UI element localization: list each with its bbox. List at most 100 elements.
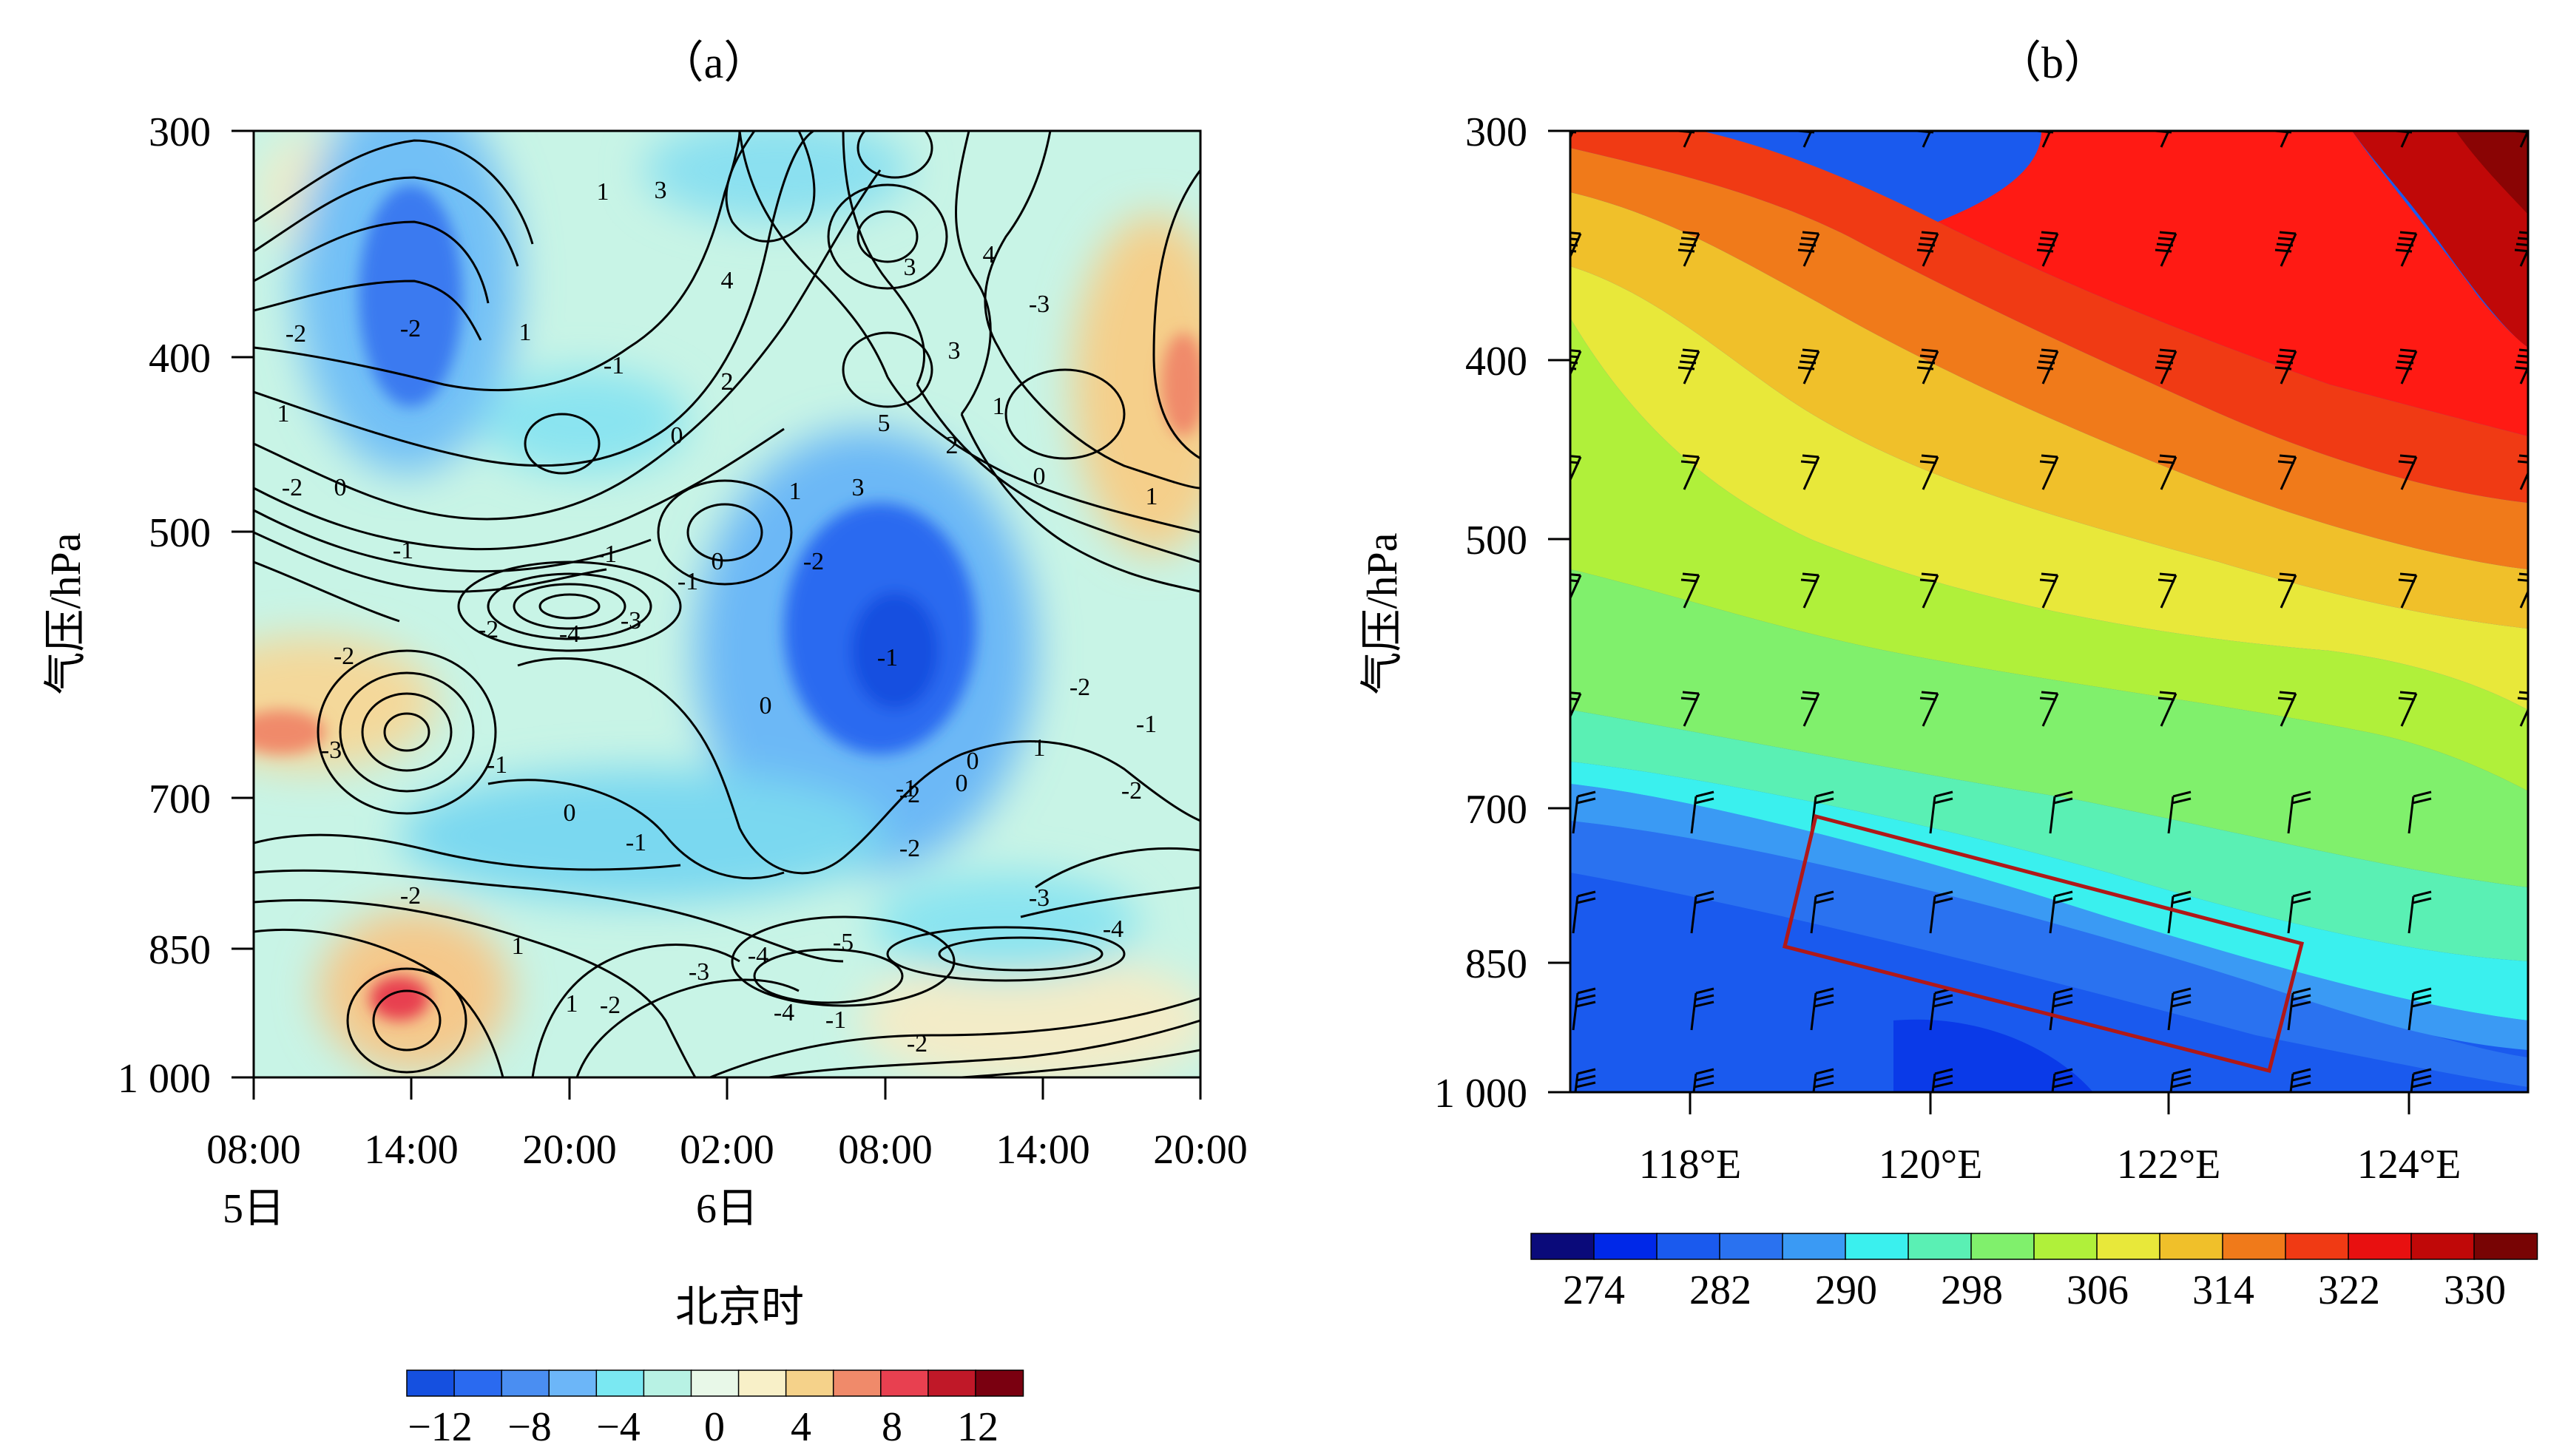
colorbar-swatches [1530, 1233, 2538, 1260]
wind-barb [2395, 348, 2418, 385]
x-tick-label: 08:00 [206, 1127, 301, 1173]
contour-label: 0 [760, 692, 772, 719]
panel-b-frame [1569, 129, 2530, 1094]
contour-label: 3 [904, 254, 916, 281]
wind-barb [1919, 572, 1939, 609]
colorbar-tick-label: 4 [791, 1404, 811, 1450]
cold-anomaly [399, 769, 888, 902]
wind-barb [2167, 790, 2192, 834]
contour-label: -1 [825, 1006, 846, 1034]
colorbar-swatch [2159, 1233, 2224, 1260]
contour-label: -3 [621, 607, 641, 634]
y-tick-label: 400 [1465, 339, 1527, 385]
contour-label: 1 [566, 990, 578, 1017]
panel-b-y-tick-labels: 300 400 500 700 850 1 000 [1434, 109, 1527, 1117]
wind-barb [2287, 987, 2311, 1031]
y-tick-label: 300 [149, 109, 211, 155]
contour-label: -2 [1070, 674, 1090, 701]
colorbar-tick-label: 322 [2318, 1267, 2380, 1313]
wind-barb [1916, 231, 1939, 267]
contour-label: -1 [626, 829, 646, 856]
contour-label: 1 [512, 932, 524, 960]
colorbar-tick-label: 274 [1563, 1267, 1625, 1313]
wind-barb [2039, 454, 2059, 490]
y-tick-label: 400 [149, 336, 211, 382]
wind-barb [1572, 987, 1596, 1031]
colorbar-swatch [1719, 1233, 1784, 1260]
colorbar-swatch [643, 1369, 692, 1397]
x-tick-label: 124°E [2357, 1142, 2461, 1188]
contour-label: 0 [967, 748, 979, 775]
contour-label: -2 [899, 781, 920, 808]
theta-band [1938, 131, 2528, 436]
colorbar-tick-label: 12 [957, 1404, 999, 1450]
wind-barb [1916, 348, 1939, 385]
panel-a-y-ticks [232, 129, 254, 1079]
contour-label: -2 [478, 616, 499, 643]
theta-band [1570, 710, 2528, 961]
panel-b-y-ticks [1548, 129, 1570, 1094]
wind-barb [1919, 691, 1939, 727]
wind-barb [1800, 691, 1820, 727]
panel-a-colorbar: −12 −8 −4 0 4 8 12 [406, 1369, 1024, 1450]
contour-labels: 1 3 -2 -2 1 2 -1 1 -2 0 -1 4 2 0 1 3 -2 … [277, 177, 1158, 1057]
contour-label: 4 [983, 241, 996, 268]
wind-barb [2039, 572, 2059, 609]
colorbar-swatch [2222, 1233, 2287, 1260]
colorbar-tick-labels: 274 282 290 298 306 314 322 330 [1563, 1267, 2506, 1313]
strong-warm-core [254, 710, 325, 754]
colorbar-tick-label: 298 [1941, 1267, 2003, 1313]
wind-barb [2408, 890, 2432, 934]
wind-barb [2158, 572, 2177, 609]
theta-band [1570, 131, 2528, 503]
wind-barb [2289, 1068, 2311, 1092]
x-tick-label: 122°E [2117, 1142, 2221, 1188]
wind-barb [2398, 572, 2418, 609]
contour-label: 2 [721, 368, 734, 396]
wind-barb [1572, 790, 1596, 834]
contour-label: -1 [896, 775, 916, 802]
contour-label: -3 [1029, 884, 1050, 912]
panel-b-x-ticks [1689, 1092, 2410, 1114]
wind-barb [1797, 348, 1820, 385]
contour-label: 1 [597, 178, 609, 206]
contour-label: -1 [596, 541, 617, 568]
colorbar-tick-label: 0 [704, 1404, 725, 1450]
wind-barb [1929, 790, 1953, 834]
x-tick-label: 02:00 [680, 1127, 774, 1173]
wind-barb [2039, 691, 2059, 727]
colorbar-swatch [453, 1369, 503, 1397]
contour-label: 0 [712, 548, 724, 575]
colorbar-swatch [1908, 1233, 1973, 1260]
x-day-label: 5日 [223, 1186, 285, 1232]
contour-label: -2 [285, 320, 306, 348]
x-tick-label: 08:00 [838, 1127, 933, 1173]
wind-barb [1690, 987, 1714, 1031]
contour-label: 0 [956, 770, 968, 797]
colorbar-swatch [785, 1369, 834, 1397]
colorbar-swatch [2096, 1233, 2161, 1260]
contour-label: -1 [487, 751, 507, 779]
contour-label: 0 [671, 422, 683, 450]
wind-barb [2049, 987, 2073, 1031]
theta-band [1893, 1019, 2093, 1092]
contour-label: -2 [907, 1030, 927, 1057]
y-tick-label: 500 [149, 510, 211, 556]
wind-barb [2398, 691, 2418, 727]
colorbar-swatches [406, 1369, 1024, 1397]
colorbar-tick-label: 314 [2192, 1267, 2254, 1313]
wind-barb [2277, 691, 2297, 727]
wind-barb [2155, 231, 2177, 267]
contour-label: -3 [1029, 291, 1050, 318]
wind-barb [2527, 824, 2528, 833]
colorbar-swatch [975, 1369, 1024, 1397]
wind-barb [1680, 454, 1700, 490]
colorbar-swatch [595, 1369, 645, 1397]
contour-label: -2 [600, 992, 621, 1019]
colorbar-swatch [1782, 1233, 1847, 1260]
wind-barb [2398, 454, 2418, 490]
contour-label: 1 [519, 319, 532, 346]
contour-label: 0 [564, 799, 576, 827]
wind-barb [2274, 348, 2297, 385]
